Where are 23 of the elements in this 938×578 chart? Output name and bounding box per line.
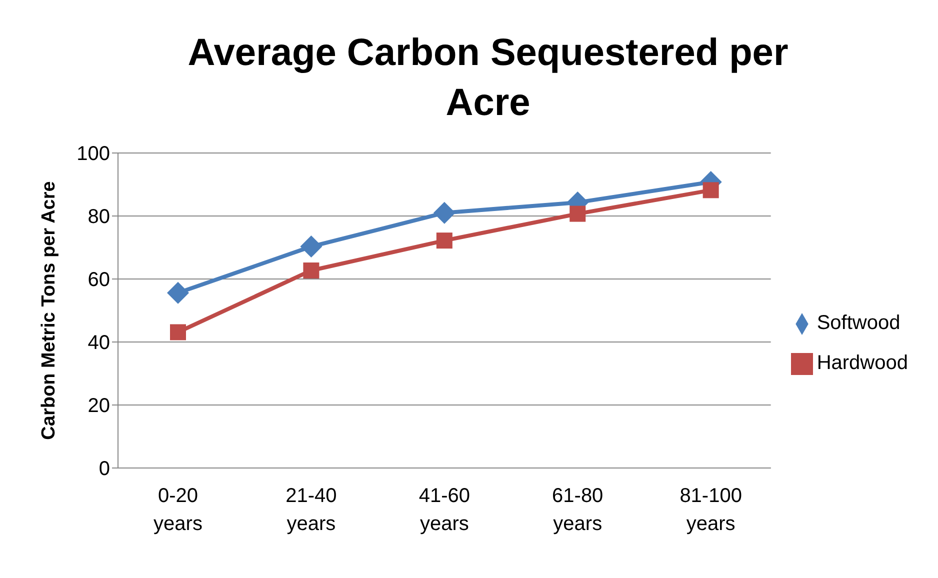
- y-tick-label: 100: [76, 143, 110, 166]
- point: [300, 236, 322, 258]
- point: [303, 262, 320, 278]
- x-tick-label: 0-20 years: [154, 485, 202, 535]
- y-tick-label: 60: [88, 269, 110, 292]
- point: [433, 202, 456, 224]
- point: [436, 232, 452, 249]
- x-tick-label: 21-40 years: [286, 485, 337, 535]
- y-tick-label: 20: [88, 395, 110, 418]
- x-tick-label: 61-80 years: [552, 485, 604, 535]
- y-axis-title: Carbon Metric Tons per Acre: [38, 181, 60, 440]
- y-tick-label: 40: [88, 332, 110, 354]
- point: [570, 206, 586, 222]
- x-tick-label: 41-60 years: [418, 485, 470, 535]
- point: [167, 282, 189, 304]
- legend-label: Hardwood: [816, 352, 908, 374]
- chart-title: Average Carbon Sequestered per Acre: [186, 31, 790, 126]
- legend-label: Softwood: [816, 312, 900, 334]
- point: [170, 324, 186, 340]
- x-tick-label: 81-100 years: [680, 485, 742, 535]
- y-tick-label: 0: [98, 458, 110, 480]
- point: [702, 182, 719, 198]
- y-tick-label: 80: [88, 206, 110, 228]
